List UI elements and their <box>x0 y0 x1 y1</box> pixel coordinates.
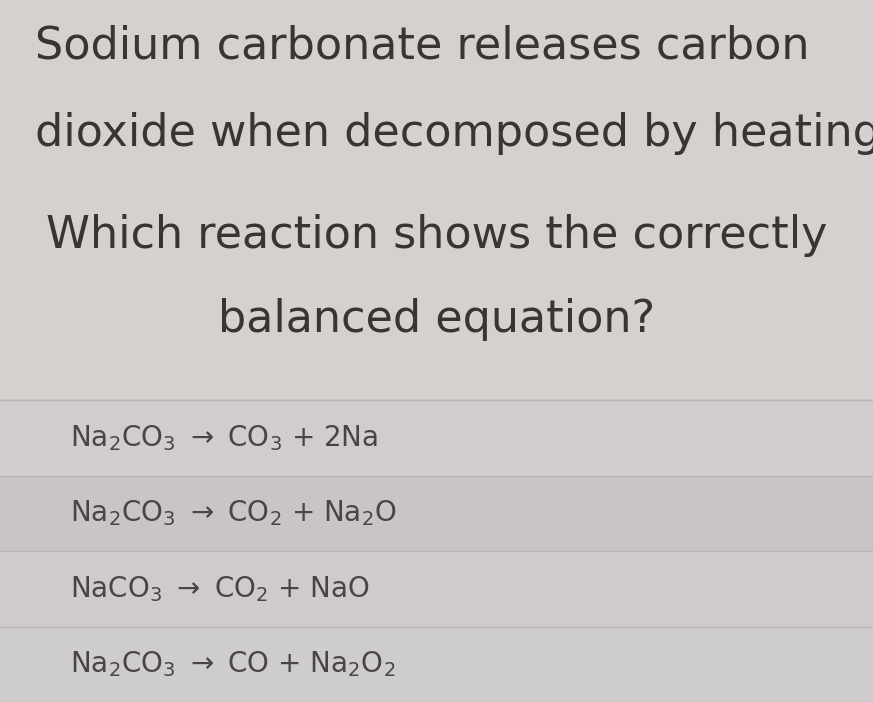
Text: Na$_2$CO$_3$ $\rightarrow$ CO$_2$ + Na$_2$O: Na$_2$CO$_3$ $\rightarrow$ CO$_2$ + Na$_… <box>70 498 396 528</box>
Bar <box>0 551 873 626</box>
Text: Na$_2$CO$_3$ $\rightarrow$ CO + Na$_2$O$_2$: Na$_2$CO$_3$ $\rightarrow$ CO + Na$_2$O$… <box>70 649 395 679</box>
Text: Which reaction shows the correctly: Which reaction shows the correctly <box>45 214 828 257</box>
Bar <box>0 627 873 702</box>
Text: balanced equation?: balanced equation? <box>218 298 655 341</box>
Text: dioxide when decomposed by heating.: dioxide when decomposed by heating. <box>35 112 873 155</box>
Bar <box>0 476 873 551</box>
Bar <box>0 400 873 476</box>
Text: Sodium carbonate releases carbon: Sodium carbonate releases carbon <box>35 25 809 67</box>
Text: Na$_2$CO$_3$ $\rightarrow$ CO$_3$ + 2Na: Na$_2$CO$_3$ $\rightarrow$ CO$_3$ + 2Na <box>70 423 378 453</box>
Text: NaCO$_3$ $\rightarrow$ CO$_2$ + NaO: NaCO$_3$ $\rightarrow$ CO$_2$ + NaO <box>70 574 369 604</box>
